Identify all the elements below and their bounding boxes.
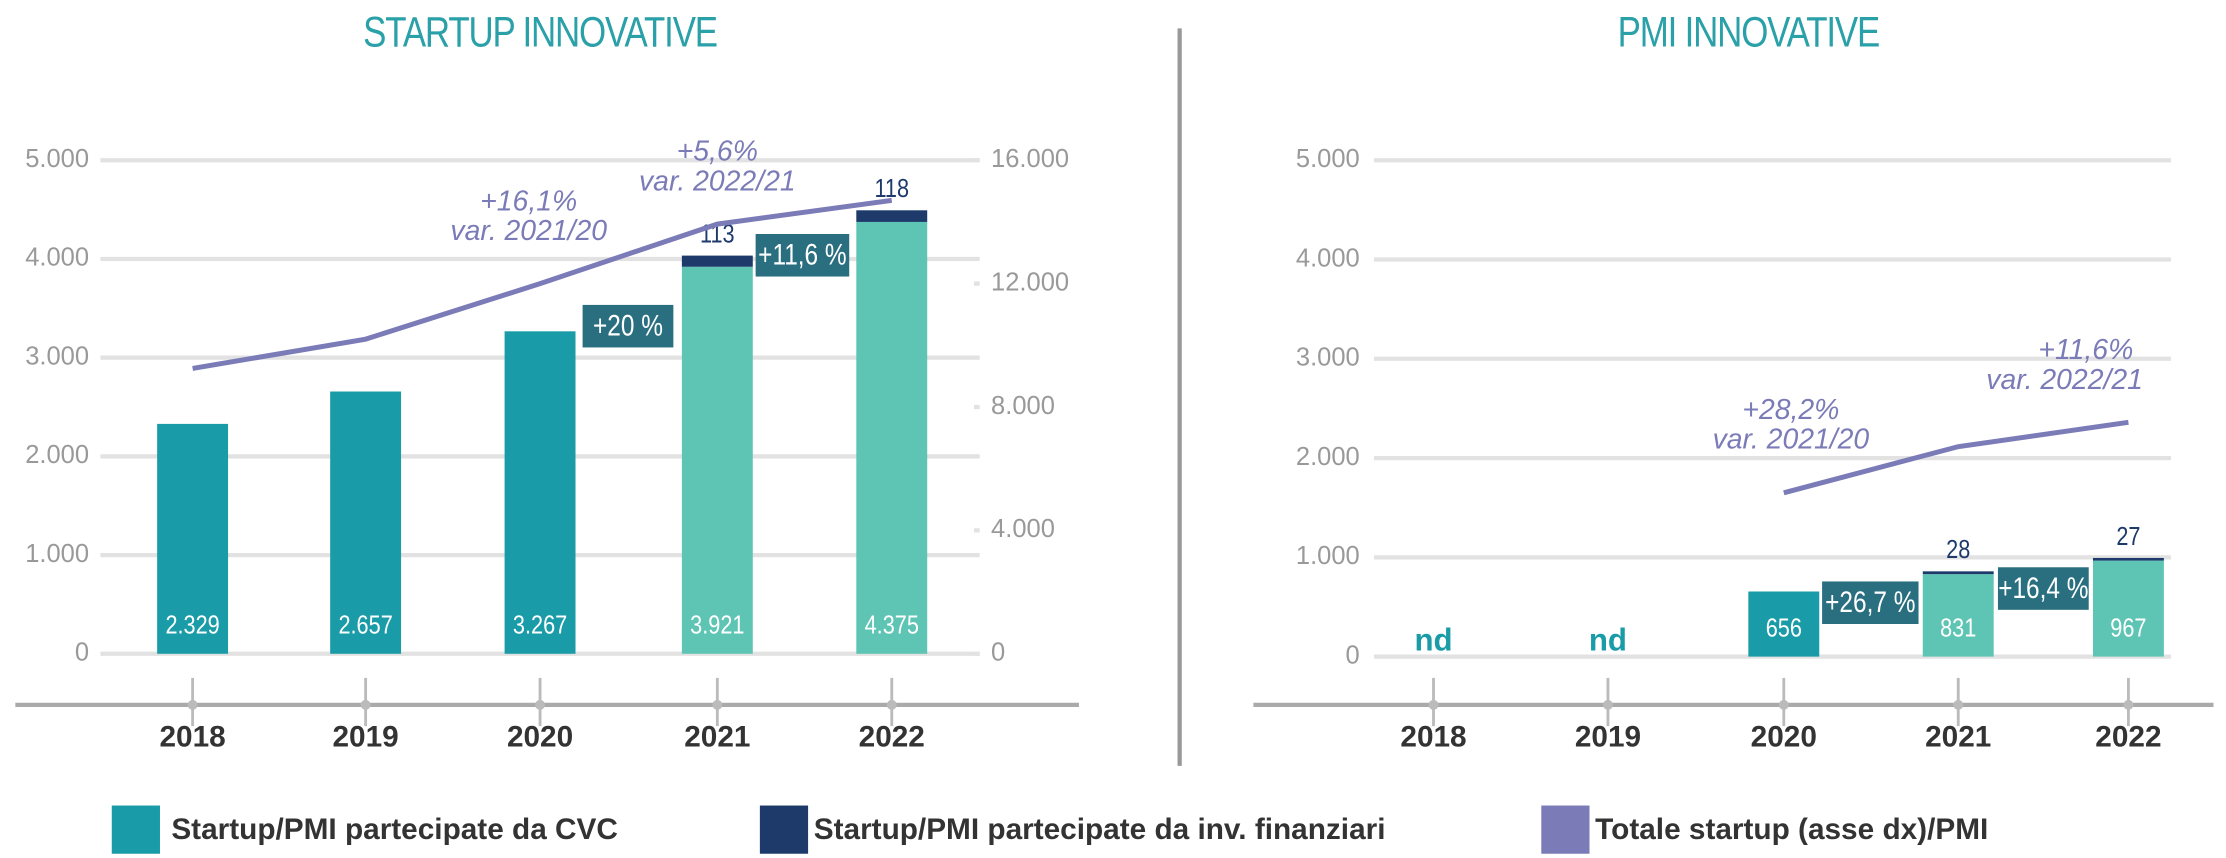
annotation: var. 2022/21 [1986,364,2143,396]
change-box [755,234,850,277]
stack-label: 27 [2116,523,2140,551]
bar-segment [504,331,576,654]
bar-segment [681,266,753,654]
y2-tick-label: 0 [991,639,1005,667]
x-tick-dot [886,699,897,710]
value-label: 2.657 [338,612,392,640]
bar-segment [330,391,402,654]
y2-tick-label: 8.000 [991,392,1055,420]
x-tick-label: 2020 [1751,721,1817,754]
x-tick-label: 2021 [1925,721,1991,754]
change-box [582,304,674,348]
bar-segment [856,221,928,654]
x-tick-dot [1602,699,1613,710]
bar-segment [2092,557,2164,561]
y-tick-label: 2.000 [25,441,89,469]
y-tick-label: 3.000 [25,342,89,370]
x-tick-label: 2022 [859,721,925,754]
y-tick-label: 5.000 [25,145,89,173]
x-tick-dot [1428,699,1439,710]
value-label: nd [1414,623,1452,658]
x-tick-label: 2019 [1575,721,1641,754]
value-label: 4.375 [865,612,919,640]
annotation: var. 2022/21 [639,165,796,197]
legend-label: Totale startup (asse dx)/PMI [1595,813,1988,846]
stack-label: 118 [874,176,909,204]
value-label: 3.267 [513,612,567,640]
y2-tick-label: 16.000 [991,145,1069,173]
total-line [192,197,893,371]
value-label: 3.921 [690,612,744,640]
change-label: +26,7 % [1825,585,1915,619]
bar-segment [1748,591,1820,657]
y-tick-label: 1.000 [1296,542,1360,570]
y-tick-label: 1.000 [25,540,89,568]
x-tick-dot [535,699,546,710]
x-tick-dot [1778,699,1789,710]
change-box [1822,581,1919,624]
change-label: +20 % [593,308,663,342]
bar-segment [1922,574,1994,657]
x-tick-dot [187,699,198,710]
change-label: +11,6 % [758,237,846,271]
total-line [1783,419,2129,496]
legend-swatch [759,805,809,854]
legend-label: Startup/PMI partecipate da inv. finanzia… [814,813,1386,846]
bar-segment [856,210,928,222]
value-label: 967 [2110,615,2146,643]
annotation: +28,2% [1742,394,1839,426]
legend-label: Startup/PMI partecipate da CVC [171,813,618,846]
y2-tick-label: 4.000 [991,515,1055,543]
chart-title: PMI INNOVATIVE [1618,10,1880,57]
annotation: +16,1% [480,185,577,217]
legend-swatch [1541,805,1590,854]
x-tick-dot [2123,699,2134,710]
x-tick-label: 2021 [684,721,750,754]
x-tick-dot [712,699,723,710]
annotation: var. 2021/20 [1713,424,1870,456]
y-tick-label: 5.000 [1296,145,1360,173]
y-tick-label: 0 [75,639,89,667]
value-label: nd [1589,623,1627,658]
stack-label: 28 [1946,537,1970,565]
y-tick-label: 0 [1346,641,1360,669]
x-tick-label: 2018 [1400,721,1466,754]
annotation: var. 2021/20 [450,215,607,247]
x-tick-label: 2018 [159,721,225,754]
change-box [1997,567,2089,610]
x-tick-label: 2020 [507,721,573,754]
y-tick-label: 2.000 [1296,443,1360,471]
value-label: 2.329 [165,612,219,640]
y-tick-label: 4.000 [1296,244,1360,272]
y2-tick-label: 12.000 [991,268,1069,296]
x-tick-dot [360,699,371,710]
x-tick-label: 2022 [2095,721,2161,754]
chart-title: STARTUP INNOVATIVE [363,10,717,57]
y-tick-label: 4.000 [25,244,89,272]
change-label: +16,4 % [1998,570,2088,604]
value-label: 831 [1940,615,1976,643]
annotation: +11,6% [2038,334,2133,366]
bar-segment [2092,560,2164,657]
y-tick-label: 3.000 [1296,344,1360,372]
bar-segment [1922,571,1994,575]
value-label: 656 [1766,615,1802,643]
annotation: +5,6% [677,136,758,168]
bar-segment [681,255,753,267]
x-tick-dot [1953,699,1964,710]
legend-swatch [111,805,160,854]
x-tick-label: 2019 [333,721,399,754]
bar-segment [157,423,229,654]
